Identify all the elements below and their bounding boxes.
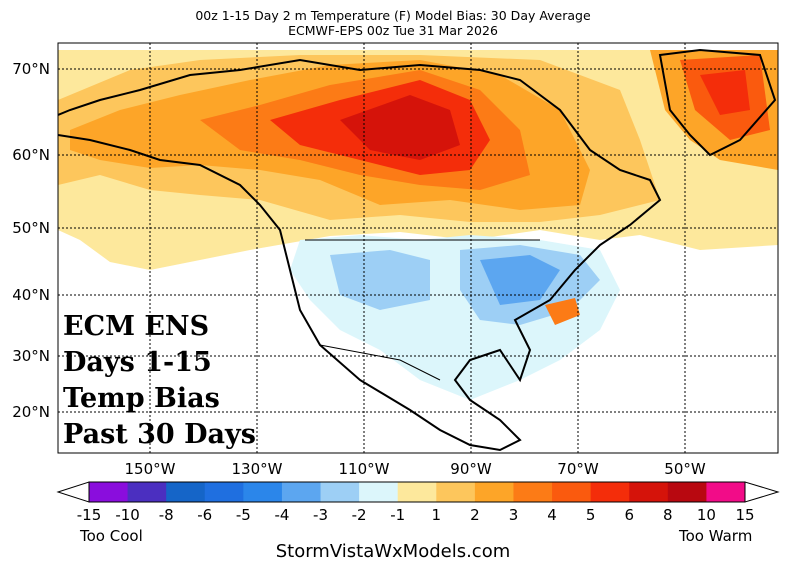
graticule (58, 43, 778, 453)
lat-label-70: 70°N (12, 60, 50, 78)
colorbar-tick-label: -1 (390, 506, 406, 524)
colorbar-tick-label: -3 (313, 506, 328, 524)
overlay-line-3: Temp Bias (63, 383, 220, 414)
colorbar-cell (474, 482, 514, 502)
too-cool-caption: Too Cool (80, 527, 143, 545)
greenland-warm-center (700, 70, 750, 115)
colorbar-cell (359, 482, 399, 502)
overlay-line-1: ECM ENS (63, 311, 210, 342)
atlantic-warm-streak (545, 298, 580, 325)
greenland-outline (658, 48, 777, 157)
colorbar-cell (706, 482, 746, 502)
lon-label-90w: 90°W (450, 460, 492, 478)
colorbar-tick-label: 6 (624, 506, 635, 524)
map-frame (57, 42, 779, 454)
colorbar-cell (281, 482, 322, 502)
colorbar-left-extend-arrow (56, 481, 90, 503)
colorbar-cell (320, 482, 360, 502)
colorbar-cell (243, 482, 283, 502)
colorbar-right-extend-arrow (744, 481, 780, 503)
colorbar-cell (436, 482, 476, 502)
colorbar-tick-label: -2 (351, 506, 367, 524)
overlay-line-2: Days 1-15 (63, 347, 212, 378)
us-mexico-border (319, 344, 441, 381)
colorbar-cell (89, 482, 129, 502)
colorbar-tick-label: -15 (76, 506, 102, 524)
colorbar-tick-label: 5 (585, 506, 596, 524)
colorbar-cell (204, 482, 244, 502)
overlay-line-4: Past 30 Days (63, 419, 256, 450)
lat-label-40: 40°N (12, 286, 50, 304)
coastline-outline (58, 58, 662, 452)
lon-label-70w: 70°W (557, 460, 599, 478)
colorbar-cell (513, 482, 553, 502)
lat-label-20: 20°N (12, 403, 50, 421)
chart-title: 00z 1-15 Day 2 m Temperature (F) Model B… (195, 8, 591, 23)
colorbar-cell (397, 482, 437, 502)
colorbar-cell (127, 482, 167, 502)
lon-label-110w: 110°W (339, 460, 390, 478)
colorbar-tick-label: -6 (197, 506, 213, 524)
colorbar-cell (166, 482, 206, 502)
colorbar-cell (667, 482, 707, 502)
colorbar-cell (552, 482, 592, 502)
colorbar-tick-label: -4 (274, 506, 290, 524)
colorbar-frame (88, 481, 746, 503)
colorbar-tick-label: 1 (431, 506, 442, 524)
latitude-labels: 70°N 60°N 50°N 40°N 30°N 20°N (12, 60, 50, 421)
lon-label-150w: 150°W (125, 460, 176, 478)
cool-bias-east-core (480, 255, 560, 305)
longitude-labels: 150°W 130°W 110°W 90°W 70°W 50°W (125, 460, 706, 478)
lon-label-130w: 130°W (232, 460, 283, 478)
chart-subtitle: ECMWF-EPS 00z Tue 31 Mar 2026 (288, 23, 498, 38)
lon-label-50w: 50°W (664, 460, 706, 478)
lat-label-60: 60°N (12, 146, 50, 164)
colorbar-tick-label: 8 (663, 506, 673, 524)
colorbar-tick-label: 3 (508, 506, 519, 524)
colorbar-tick-label: 10 (696, 506, 716, 524)
lat-label-30: 30°N (12, 347, 50, 365)
colorbar-tick-label: 2 (470, 506, 480, 524)
warm-bias-deep-red-region (340, 95, 460, 160)
lat-label-50: 50°N (12, 219, 50, 237)
colorbar (56, 481, 780, 503)
colorbar-tick-label: -8 (158, 506, 174, 524)
too-warm-caption: Too Warm (679, 527, 753, 545)
colorbar-tick-label: 15 (735, 506, 755, 524)
colorbar-tick-label: 4 (547, 506, 557, 524)
colorbar-cell (590, 482, 630, 502)
colorbar-tick-label: -5 (235, 506, 251, 524)
colorbar-cell (629, 482, 669, 502)
colorbar-tick-label: -10 (115, 506, 140, 524)
site-footer: StormVistaWxModels.com (275, 541, 511, 562)
